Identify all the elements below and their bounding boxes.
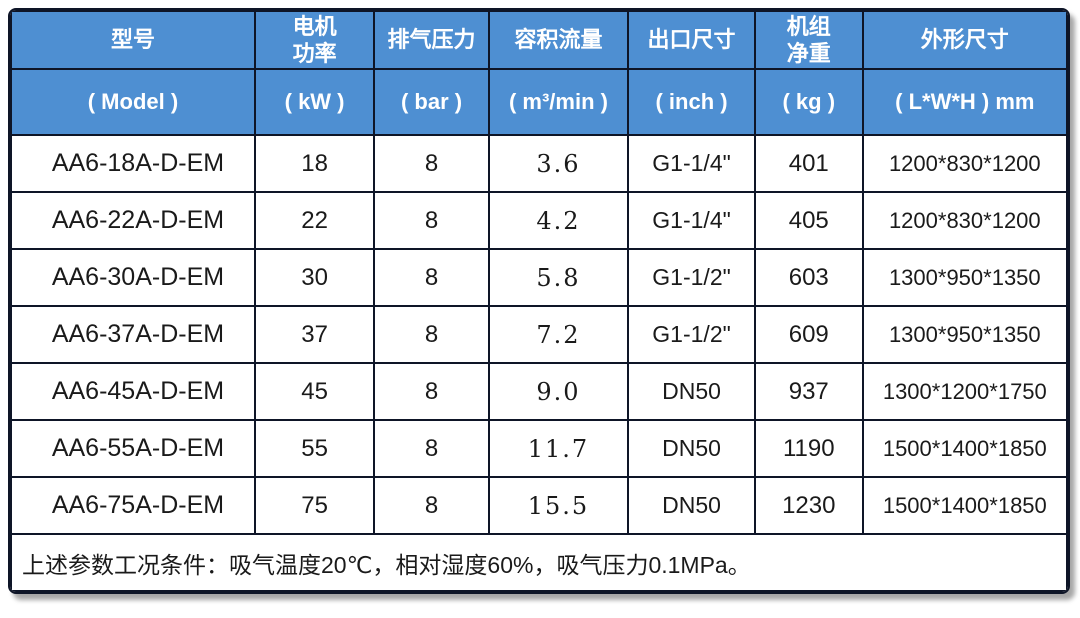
cell-weight: 609 bbox=[753, 305, 864, 364]
cell-model: AA6-37A-D-EM bbox=[10, 305, 256, 364]
cell-power: 18 bbox=[253, 134, 376, 193]
cell-model: AA6-45A-D-EM bbox=[10, 362, 256, 421]
cell-power: 37 bbox=[253, 305, 376, 364]
unit-weight: ( kg ) bbox=[753, 68, 864, 136]
cell-outlet: DN50 bbox=[627, 419, 756, 478]
cell-dims: 1300*950*1350 bbox=[861, 248, 1068, 307]
cell-weight: 1230 bbox=[753, 476, 864, 535]
cell-flow: 3.6 bbox=[487, 134, 630, 193]
header-power: 电机 功率 bbox=[253, 10, 376, 70]
header-model: 型号 bbox=[10, 10, 256, 70]
header-row-units: ( Model ) ( kW ) ( bar ) ( m³/min ) ( in… bbox=[10, 68, 1068, 136]
header-flow: 容积流量 bbox=[487, 10, 630, 70]
cell-flow: 4.2 bbox=[487, 191, 630, 250]
unit-model: ( Model ) bbox=[10, 68, 256, 136]
header-dims: 外形尺寸 bbox=[861, 10, 1068, 70]
cell-pressure: 8 bbox=[373, 191, 490, 250]
header-weight: 机组 净重 bbox=[753, 10, 864, 70]
cell-weight: 603 bbox=[753, 248, 864, 307]
cell-power: 30 bbox=[253, 248, 376, 307]
table-row: AA6-55A-D-EM 55 8 11.7 DN50 1190 1500*1400*185… bbox=[10, 419, 1068, 478]
unit-dims: ( L*W*H ) mm bbox=[861, 68, 1068, 136]
cell-dims: 1200*830*1200 bbox=[861, 134, 1068, 193]
cell-outlet: DN50 bbox=[627, 362, 756, 421]
table-row: AA6-30A-D-EM 30 8 5.8 G1-1/2" 603 1300*950*135… bbox=[10, 248, 1068, 307]
footnote-row: 上述参数工况条件：吸气温度20℃，相对湿度60%，吸气压力0.1MPa。 bbox=[10, 533, 1068, 592]
cell-power: 55 bbox=[253, 419, 376, 478]
unit-power: ( kW ) bbox=[253, 68, 376, 136]
cell-flow: 15.5 bbox=[487, 476, 630, 535]
unit-outlet: ( inch ) bbox=[627, 68, 756, 136]
cell-model: AA6-75A-D-EM bbox=[10, 476, 256, 535]
cell-weight: 405 bbox=[753, 191, 864, 250]
cell-dims: 1300*1200*1750 bbox=[861, 362, 1068, 421]
header-row-chinese: 型号 电机 功率 排气压力 容积流量 出口尺寸 机组 净重 外形尺寸 bbox=[10, 10, 1068, 70]
cell-dims: 1500*1400*1850 bbox=[861, 476, 1068, 535]
compressor-spec-table: 型号 电机 功率 排气压力 容积流量 出口尺寸 机组 净重 外形尺寸 ( Mod… bbox=[10, 10, 1068, 592]
cell-power: 75 bbox=[253, 476, 376, 535]
cell-outlet: G1-1/4" bbox=[627, 191, 756, 250]
cell-dims: 1200*830*1200 bbox=[861, 191, 1068, 250]
table-row: AA6-75A-D-EM 75 8 15.5 DN50 1230 1500*1400*185… bbox=[10, 476, 1068, 535]
cell-flow: 5.8 bbox=[487, 248, 630, 307]
cell-dims: 1300*950*1350 bbox=[861, 305, 1068, 364]
cell-dims: 1500*1400*1850 bbox=[861, 419, 1068, 478]
cell-model: AA6-18A-D-EM bbox=[10, 134, 256, 193]
spec-table-card: 型号 电机 功率 排气压力 容积流量 出口尺寸 机组 净重 外形尺寸 ( Mod… bbox=[8, 8, 1070, 594]
cell-power: 45 bbox=[253, 362, 376, 421]
table-row: AA6-18A-D-EM 18 8 3.6 G1-1/4" 401 1200*830*120… bbox=[10, 134, 1068, 193]
cell-outlet: G1-1/2" bbox=[627, 305, 756, 364]
cell-model: AA6-55A-D-EM bbox=[10, 419, 256, 478]
cell-weight: 401 bbox=[753, 134, 864, 193]
table-header: 型号 电机 功率 排气压力 容积流量 出口尺寸 机组 净重 外形尺寸 ( Mod… bbox=[10, 10, 1068, 136]
cell-outlet: DN50 bbox=[627, 476, 756, 535]
cell-pressure: 8 bbox=[373, 362, 490, 421]
cell-pressure: 8 bbox=[373, 419, 490, 478]
cell-outlet: G1-1/4" bbox=[627, 134, 756, 193]
cell-model: AA6-22A-D-EM bbox=[10, 191, 256, 250]
footnote-text: 上述参数工况条件：吸气温度20℃，相对湿度60%，吸气压力0.1MPa。 bbox=[10, 533, 1068, 592]
table-row: AA6-37A-D-EM 37 8 7.2 G1-1/2" 609 1300*950*135… bbox=[10, 305, 1068, 364]
table-footnote-section: 上述参数工况条件：吸气温度20℃，相对湿度60%，吸气压力0.1MPa。 bbox=[10, 533, 1068, 592]
header-outlet: 出口尺寸 bbox=[627, 10, 756, 70]
cell-pressure: 8 bbox=[373, 134, 490, 193]
unit-flow: ( m³/min ) bbox=[487, 68, 630, 136]
table-row: AA6-22A-D-EM 22 8 4.2 G1-1/4" 405 1200*830*120… bbox=[10, 191, 1068, 250]
cell-outlet: G1-1/2" bbox=[627, 248, 756, 307]
header-pressure: 排气压力 bbox=[373, 10, 490, 70]
cell-flow: 7.2 bbox=[487, 305, 630, 364]
cell-weight: 1190 bbox=[753, 419, 864, 478]
cell-pressure: 8 bbox=[373, 305, 490, 364]
table-row: AA6-45A-D-EM 45 8 9.0 DN50 937 1300*1200*1750 bbox=[10, 362, 1068, 421]
unit-pressure: ( bar ) bbox=[373, 68, 490, 136]
cell-model: AA6-30A-D-EM bbox=[10, 248, 256, 307]
cell-pressure: 8 bbox=[373, 248, 490, 307]
cell-flow: 9.0 bbox=[487, 362, 630, 421]
cell-weight: 937 bbox=[753, 362, 864, 421]
cell-flow: 11.7 bbox=[487, 419, 630, 478]
table-body: AA6-18A-D-EM 18 8 3.6 G1-1/4" 401 1200*830*120… bbox=[10, 134, 1068, 535]
cell-power: 22 bbox=[253, 191, 376, 250]
cell-pressure: 8 bbox=[373, 476, 490, 535]
